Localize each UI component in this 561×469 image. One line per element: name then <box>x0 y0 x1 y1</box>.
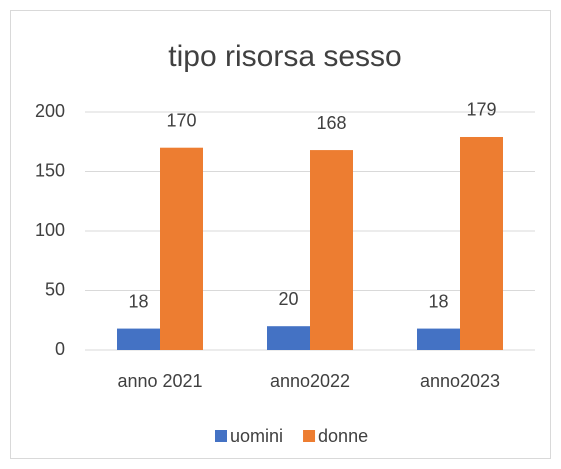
x-tick-label: anno2023 <box>420 371 500 391</box>
legend-label: uomini <box>230 426 283 446</box>
y-tick-label: 200 <box>35 101 65 121</box>
x-tick-label: anno2022 <box>270 371 350 391</box>
legend-label: donne <box>318 426 368 446</box>
data-label: 179 <box>466 100 496 120</box>
legend-swatch <box>215 430 227 442</box>
y-tick-label: 150 <box>35 160 65 180</box>
data-label: 168 <box>316 113 346 133</box>
bar <box>267 326 310 350</box>
y-tick-label: 50 <box>45 279 65 299</box>
chart-title: tipo risorsa sesso <box>168 40 401 73</box>
data-label: 20 <box>278 289 298 309</box>
data-label: 18 <box>428 291 448 311</box>
data-label: 18 <box>128 291 148 311</box>
bar <box>117 328 160 350</box>
bar <box>160 147 203 350</box>
data-label: 170 <box>166 110 196 130</box>
legend-swatch <box>303 430 316 442</box>
bar <box>460 136 503 350</box>
bar <box>310 150 353 350</box>
bar <box>417 328 460 350</box>
y-tick-label: 100 <box>35 220 65 240</box>
x-tick-label: anno 2021 <box>117 371 202 391</box>
y-tick-label: 0 <box>55 339 65 359</box>
